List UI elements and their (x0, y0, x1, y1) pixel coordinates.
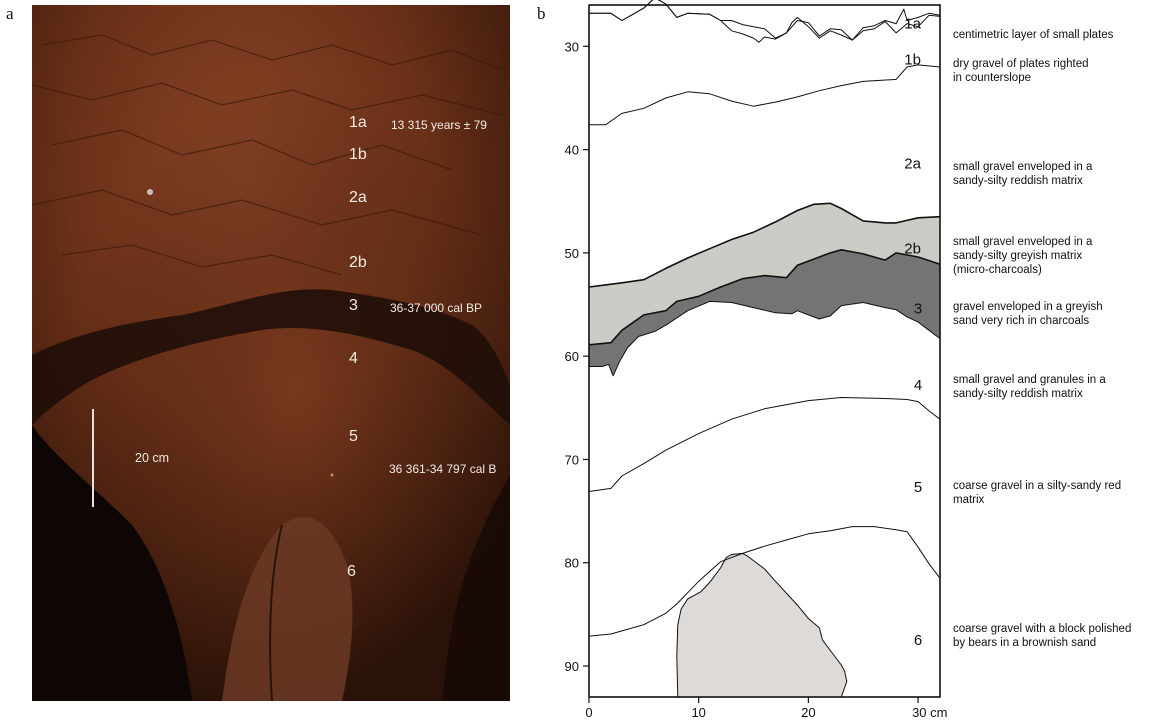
layer-label-1a: 1a (904, 15, 921, 32)
boundary-base-4 (588, 397, 941, 492)
layer-label-5: 5 (914, 479, 922, 496)
boundary-top-2b (588, 202, 941, 288)
desc-line: small gravel and granules in a (953, 374, 1106, 386)
x-tick-label: 10 (691, 705, 705, 720)
y-tick-label: 50 (565, 246, 579, 261)
layer-fills (589, 203, 940, 698)
desc-line: in counterslope (953, 72, 1031, 84)
desc-line: small gravel enveloped in a (953, 161, 1093, 173)
boundary-top-1a (589, 0, 941, 41)
layer-boundaries (588, 0, 941, 637)
desc-line: coarse gravel in a silty-sandy red (953, 480, 1122, 492)
photo-label-5: 5 (349, 428, 358, 445)
y-tick-label: 80 (565, 556, 579, 571)
x-axis: 0 10 20 30 cm (585, 697, 947, 720)
boundary-base-5 (588, 526, 941, 637)
y-tick-label: 60 (565, 349, 579, 364)
photo-label-3: 3 (349, 297, 358, 314)
desc-line: matrix (953, 494, 985, 506)
x-tick-label: 20 (801, 705, 815, 720)
boundary-base-3 (589, 300, 941, 377)
layer-label-2b: 2b (904, 240, 921, 257)
boundary-base-1a (589, 0, 941, 43)
layer-label-6: 6 (914, 632, 922, 649)
desc-line: centimetric layer of small plates (953, 29, 1114, 41)
desc-line: small gravel enveloped in a (953, 236, 1093, 248)
desc-4: small gravel and granules in a sandy-sil… (953, 373, 1165, 401)
layer-labels: 1a 1b 2a 2b 3 4 5 6 (904, 15, 922, 649)
photo-label-2b: 2b (349, 254, 367, 271)
layer-label-1b: 1b (904, 51, 921, 68)
scale-bar (92, 409, 94, 507)
layer-label-3: 3 (914, 300, 922, 317)
desc-line: by bears in a brownish sand (953, 637, 1097, 649)
photo-label-2a: 2a (349, 189, 367, 206)
layer-label-4: 4 (914, 377, 922, 394)
y-tick-label: 90 (565, 659, 579, 674)
desc-line: sand very rich in charcoals (953, 315, 1090, 327)
boundary-top-3 (588, 249, 941, 346)
panel-letter-a: a (6, 4, 14, 23)
x-tick-label: 0 (585, 705, 592, 720)
layer-3-fill (589, 249, 940, 376)
photo-label-1b: 1b (349, 146, 367, 163)
y-tick-label: 30 (565, 39, 579, 54)
x-tick-label: 30 cm (912, 705, 947, 720)
desc-3: gravel enveloped in a greyish sand very … (953, 300, 1165, 328)
photo-date-3: 36-37 000 cal BP (390, 301, 483, 315)
photo-date-1a: 13 315 years ± 79 (391, 118, 487, 132)
desc-2a: small gravel enveloped in a sandy-silty … (953, 160, 1165, 188)
desc-line: sandy-silty greyish matrix (953, 250, 1083, 262)
desc-line: dry gravel of plates righted (953, 58, 1089, 70)
section-photograph (32, 5, 510, 701)
stratigraphic-diagram: 30 40 50 60 70 80 90 0 10 20 30 cm 1a 1b 2a 2b 3 4 5 6 (565, 0, 947, 720)
polished-block (676, 552, 848, 698)
photo-date-5: 36 361-34 797 cal B (389, 462, 497, 476)
desc-2b: small gravel enveloped in a sandy-silty … (953, 235, 1165, 277)
desc-line: gravel enveloped in a greyish (953, 301, 1103, 313)
layer-label-2a: 2a (904, 156, 921, 173)
desc-line: (micro-charcoals) (953, 264, 1042, 276)
photo-label-1a: 1a (349, 114, 367, 131)
scale-bar-label: 20 cm (135, 451, 170, 465)
desc-1a: centimetric layer of small plates (953, 28, 1165, 42)
y-tick-label: 40 (565, 143, 579, 158)
section-frame (588, 4, 941, 698)
photo-label-6: 6 (347, 563, 356, 580)
desc-5: coarse gravel in a silty-sandy red matri… (953, 479, 1165, 507)
boundary-base-1b (589, 64, 941, 126)
desc-line: sandy-silty reddish matrix (953, 175, 1083, 187)
photo-texture (32, 5, 510, 701)
panel-letter-b: b (537, 4, 546, 23)
desc-1b: dry gravel of plates righted in counters… (953, 57, 1165, 85)
desc-6: coarse gravel with a block polished by b… (953, 622, 1165, 650)
desc-line: sandy-silty reddish matrix (953, 388, 1083, 400)
desc-line: coarse gravel with a block polished (953, 623, 1132, 635)
y-tick-label: 70 (565, 452, 579, 467)
photo-label-4: 4 (349, 350, 358, 367)
layer-2b-fill (589, 203, 940, 345)
y-axis: 30 40 50 60 70 80 90 (565, 39, 589, 674)
